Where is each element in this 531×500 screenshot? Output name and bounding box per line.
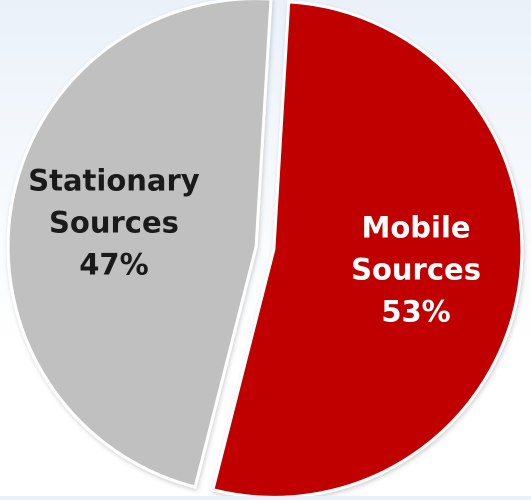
pie-slice-mobile-label-line1: Mobile bbox=[361, 210, 470, 244]
pie-slice-mobile bbox=[211, 0, 524, 499]
pie-slice-mobile-label-line2: Sources bbox=[351, 252, 481, 286]
pie-slices bbox=[6, 0, 524, 499]
pie-slice-stationary-label-line2: Sources bbox=[49, 206, 179, 240]
pie-slice-stationary bbox=[6, 0, 273, 489]
pie-slice-stationary-label-line1: Stationary bbox=[28, 164, 200, 198]
pie-labels: Mobile Sources 53% Stationary Sources 47% bbox=[28, 164, 481, 329]
pie-slice-mobile-value-label: 53% bbox=[381, 294, 450, 328]
pie-slice-stationary-value-label: 47% bbox=[79, 248, 148, 282]
